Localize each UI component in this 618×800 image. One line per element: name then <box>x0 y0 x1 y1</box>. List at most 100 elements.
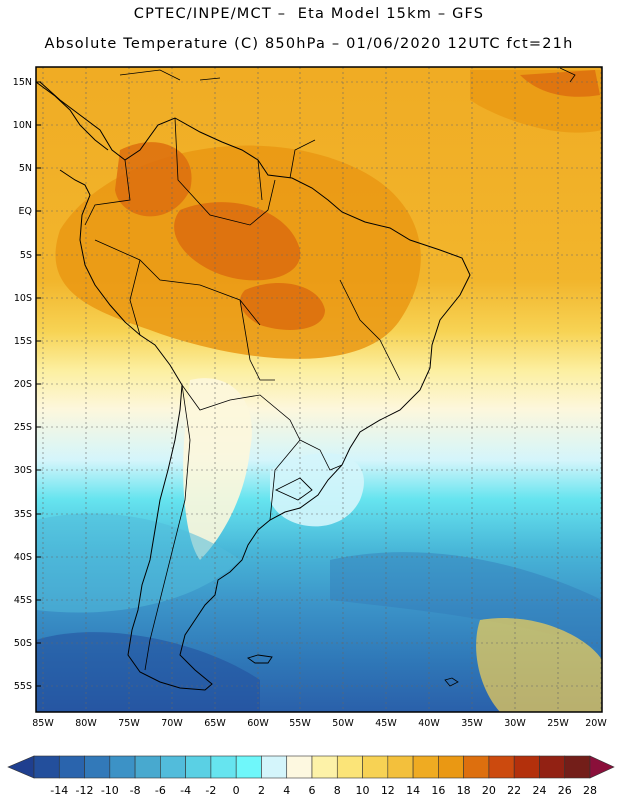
lat-label-45s: 45S <box>14 595 32 606</box>
colorbar-swatch <box>84 755 111 779</box>
longitude-labels: 85W 80W 75W 70W 65W 60W 55W 50W 45W 40W … <box>32 718 607 729</box>
lon-label-75w: 75W <box>118 718 140 729</box>
colorbar-tick-label: 0 <box>233 784 240 797</box>
colorbar-swatch <box>539 755 566 779</box>
lon-label-50w: 50W <box>332 718 354 729</box>
colorbar-swatch <box>438 755 464 779</box>
colorbar-arrow-low <box>7 755 35 779</box>
colorbar-arrow-high <box>589 755 615 779</box>
colorbar-swatch <box>488 755 515 779</box>
colorbar-tick-label: -12 <box>76 784 94 797</box>
lon-label-55w: 55W <box>289 718 311 729</box>
map-frame <box>35 66 603 713</box>
colorbar-tick-label: 8 <box>334 784 341 797</box>
lat-label-5n: 5N <box>19 163 32 174</box>
warm-tongue-south-atlantic <box>476 618 602 712</box>
colorbar-swatch <box>58 755 85 779</box>
hot-region-north <box>115 142 192 217</box>
hot-region-central <box>240 282 325 330</box>
colorbar-tick-label: -10 <box>101 784 119 797</box>
colorbar-swatch <box>412 755 439 779</box>
colorbar-tick-label: -8 <box>130 784 141 797</box>
lat-label-55s: 55S <box>14 681 32 692</box>
colorbar: -14 -12 -10 -8 -6 -4 -2 0 2 4 6 8 10 12 14 16 18 20 22 24 26… <box>7 755 615 797</box>
cool-tongue <box>183 378 252 560</box>
colorbar-tick-label: 28 <box>583 784 597 797</box>
lon-label-80w: 80W <box>75 718 97 729</box>
colorbar-tick-label: 20 <box>482 784 496 797</box>
colorbar-tick-label: 4 <box>283 784 290 797</box>
colorbar-swatch <box>210 755 237 779</box>
cool-region-uruguay <box>270 453 364 527</box>
hot-region-atlantic <box>520 70 600 97</box>
colorbar-tick-label: 16 <box>431 784 445 797</box>
country-borders <box>84 117 401 671</box>
lon-label-20w: 20W <box>585 718 607 729</box>
map-subtitle: Absolute Temperature (C) 850hPa – 01/06/… <box>44 36 574 52</box>
colorbar-tick-label: -14 <box>50 784 68 797</box>
colorbar-swatch <box>160 755 186 779</box>
cold-region-pacific <box>36 513 240 613</box>
south-georgia-island <box>444 677 459 687</box>
colorbar-swatch <box>109 755 136 779</box>
map-title: CPTEC/INPE/MCT – Eta Model 15km – GFS <box>133 6 485 22</box>
colorbar-swatch <box>235 755 262 779</box>
colorbar-swatch <box>564 755 591 779</box>
colorbar-tick-label: 2 <box>258 784 265 797</box>
lat-label-25s: 25S <box>14 422 32 433</box>
lon-label-45w: 45W <box>375 718 397 729</box>
colorbar-boxes <box>7 755 615 779</box>
colorbar-swatch <box>286 755 313 779</box>
lat-label-50s: 50S <box>14 638 32 649</box>
central-america-coastline <box>36 81 109 151</box>
colorbar-swatch <box>362 755 389 779</box>
colorbar-swatch <box>33 755 60 779</box>
latitude-labels: 15N 10N 5N EQ 5S 10S 15S 20S 25S 30S 35S… <box>13 77 32 692</box>
lat-label-40s: 40S <box>14 552 32 563</box>
temperature-map: 15N 10N 5N EQ 5S 10S 15S 20S 25S 30S 35S… <box>13 66 607 729</box>
lat-label-10s: 10S <box>14 293 32 304</box>
colorbar-swatch <box>513 755 540 779</box>
lagoa-dos-patos <box>274 477 313 501</box>
colorbar-swatch <box>311 755 338 779</box>
lon-label-70w: 70W <box>161 718 183 729</box>
falkland-islands <box>246 654 273 664</box>
colorbar-tick-label: 10 <box>356 784 370 797</box>
lat-label-35s: 35S <box>14 509 32 520</box>
lon-label-65w: 65W <box>204 718 226 729</box>
colorbar-swatch <box>261 755 288 779</box>
lon-label-30w: 30W <box>504 718 526 729</box>
lat-label-5s: 5S <box>20 250 32 261</box>
lat-label-15s: 15S <box>14 336 32 347</box>
lon-label-35w: 35W <box>461 718 483 729</box>
lat-label-30s: 30S <box>14 465 32 476</box>
lon-label-85w: 85W <box>32 718 54 729</box>
lat-label-10n: 10N <box>13 120 32 131</box>
axis-ticks <box>36 81 41 687</box>
lon-label-25w: 25W <box>547 718 569 729</box>
colorbar-swatch <box>134 755 161 779</box>
colorbar-tick-label: 18 <box>457 784 471 797</box>
hot-region-amazon <box>174 202 301 281</box>
lat-label-15n: 15N <box>13 77 32 88</box>
colorbar-swatch <box>463 755 490 779</box>
caribbean-islands <box>119 67 576 83</box>
graticule <box>36 67 602 712</box>
colorbar-tick-label: 14 <box>406 784 420 797</box>
colorbar-swatch <box>185 755 212 779</box>
colorbar-labels: -14 -12 -10 -8 -6 -4 -2 0 2 4 6 8 10 12 14 16 18 20 22 24 26… <box>50 784 597 797</box>
colorbar-swatch <box>387 755 414 779</box>
colorbar-tick-label: 26 <box>558 784 572 797</box>
colorbar-swatch <box>336 755 363 779</box>
colorbar-tick-label: 22 <box>507 784 521 797</box>
colorbar-tick-label: 6 <box>309 784 316 797</box>
lon-label-60w: 60W <box>247 718 269 729</box>
lat-label-eq: EQ <box>19 206 32 217</box>
colorbar-tick-label: 12 <box>381 784 395 797</box>
lat-label-20s: 20S <box>14 379 32 390</box>
colorbar-tick-label: -6 <box>155 784 166 797</box>
colorbar-tick-label: 24 <box>532 784 546 797</box>
lon-label-40w: 40W <box>418 718 440 729</box>
colorbar-tick-label: -4 <box>180 784 191 797</box>
coldest-region <box>36 632 260 712</box>
